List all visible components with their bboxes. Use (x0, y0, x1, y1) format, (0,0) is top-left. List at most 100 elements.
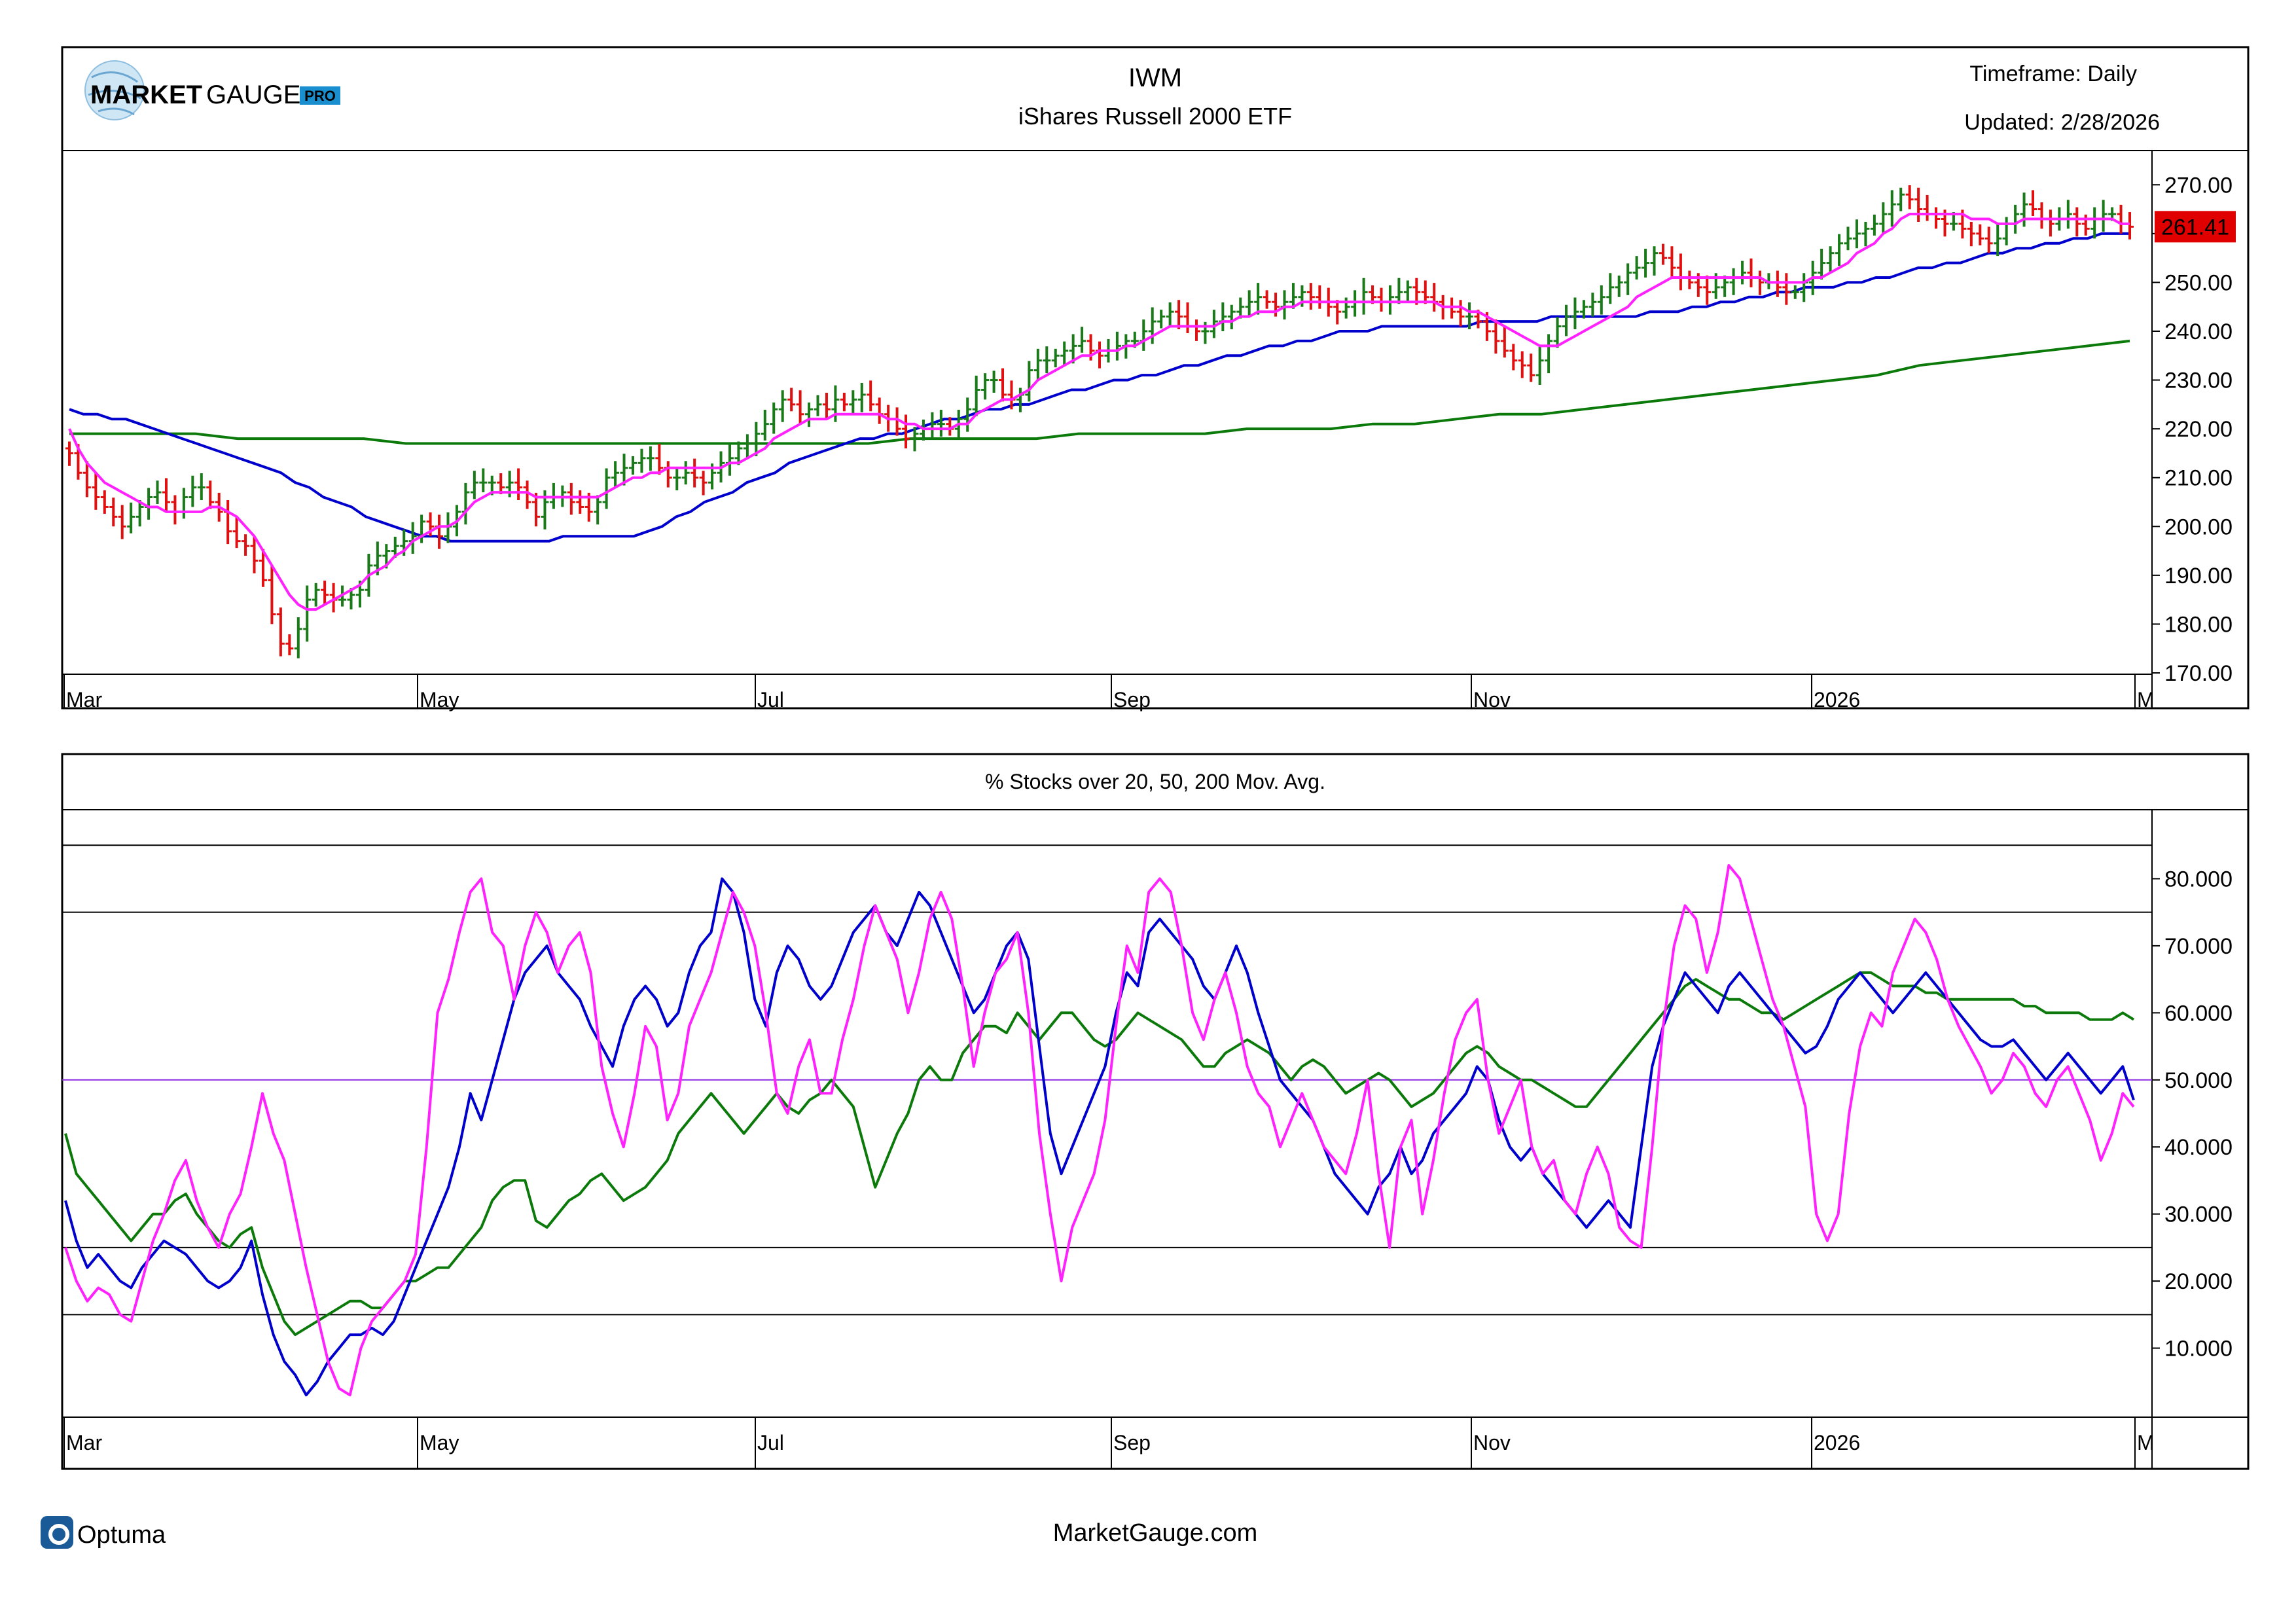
price-y-tick-label: 220.00 (2164, 417, 2233, 442)
price-bar (910, 427, 919, 452)
price-bar (461, 482, 470, 525)
price-bar (857, 383, 866, 412)
price-bar (1060, 341, 1069, 366)
price-bar (1210, 310, 1218, 338)
price-bar (1509, 344, 1518, 370)
price-bar (655, 444, 664, 475)
price-bar (673, 468, 681, 491)
price-x-tick-label: Nov (1473, 688, 1511, 712)
logo-badge (300, 86, 340, 105)
price-bar (82, 461, 91, 497)
pct-over-50ma-line (64, 877, 2135, 1397)
logo-text-bold: MARKET (90, 81, 202, 109)
price-bar (1492, 319, 1500, 354)
price-y-tick-label: 230.00 (2164, 369, 2233, 393)
breadth-y-tick-label: 70.000 (2164, 934, 2233, 959)
price-bar (435, 514, 444, 549)
price-bar (1650, 246, 1659, 276)
price-bar (691, 458, 699, 488)
breadth-y-tick-label: 80.000 (2164, 867, 2233, 892)
price-bar (1668, 246, 1676, 278)
breadth-panel-title: % Stocks over 20, 50, 200 Mov. Avg. (985, 770, 1325, 793)
price-bar (1676, 253, 1685, 291)
price-bar (999, 368, 1007, 402)
price-bar (224, 500, 232, 545)
price-bar (1721, 275, 1729, 297)
price-bar (1033, 348, 1042, 380)
price-bar (1659, 244, 1667, 265)
price-bar (1818, 248, 1826, 280)
price-bar (1263, 290, 1271, 309)
price-bar (2073, 207, 2081, 237)
price-y-tick-label: 200.00 (2164, 514, 2233, 539)
price-bar (1967, 221, 1975, 247)
price-bar (664, 461, 672, 488)
price-bar (2117, 204, 2125, 234)
price-bar (1316, 285, 1324, 309)
price-bar (1914, 187, 1923, 222)
price-bar (1096, 341, 1103, 369)
price-bar (1333, 300, 1342, 325)
price-bar (1703, 275, 1712, 305)
price-bar (312, 583, 320, 607)
price-bar (2064, 200, 2072, 229)
price-bar (937, 410, 945, 437)
breadth-panel-frame (61, 753, 2250, 1470)
price-bar (778, 390, 787, 422)
price-bar (1069, 334, 1077, 364)
price-x-axis: Mar May Jul Sep Nov 2026 M (63, 674, 2155, 712)
price-bar (1280, 290, 1289, 320)
price-bar (1782, 273, 1791, 305)
price-bar (1755, 270, 1764, 295)
optuma-logo: Optuma (41, 1516, 166, 1549)
price-bar (1421, 280, 1429, 304)
price-bar (1016, 388, 1024, 412)
price-bar (743, 434, 751, 458)
price-bar (628, 456, 637, 475)
price-bar (1192, 319, 1200, 341)
price-bar (1377, 287, 1386, 312)
price-bar (2037, 202, 2046, 229)
price-bar (822, 392, 831, 420)
price-bar (831, 385, 840, 422)
price-bar (1535, 346, 1544, 386)
price-y-tick-label: 190.00 (2164, 564, 2233, 588)
price-bar (1043, 346, 1051, 374)
pct-over-200ma-line (64, 971, 2135, 1337)
price-bar (145, 488, 153, 520)
price-bar (1888, 190, 1896, 227)
price-bar (1351, 290, 1359, 317)
price-bar (761, 410, 769, 441)
price-bar (1624, 263, 1632, 295)
price-bar (268, 566, 276, 624)
price-bar (2046, 209, 2054, 237)
price-bar (902, 414, 910, 448)
price-x-tick-label: Mar (66, 688, 102, 712)
price-bar (1254, 283, 1263, 315)
price-bar (408, 522, 417, 554)
price-bar (620, 454, 628, 486)
price-bar (109, 497, 118, 527)
price-bar (259, 549, 267, 587)
price-bar (770, 402, 778, 434)
price-bar (990, 370, 998, 393)
price-bar (1738, 261, 1747, 285)
price-bar (567, 482, 575, 515)
price-bar (479, 468, 488, 493)
price-bar (1632, 256, 1641, 280)
price-bar (1456, 300, 1465, 327)
price-bar (1852, 219, 1861, 249)
price-bar (2002, 217, 2011, 245)
last-price-tag (2155, 211, 2236, 243)
footer-site: MarketGauge.com (1053, 1519, 1258, 1547)
price-bar (1245, 290, 1253, 317)
breadth-x-tick-label: Nov (1473, 1431, 1511, 1454)
price-y-tick-label: 270.00 (2164, 173, 2233, 198)
price-bar (840, 392, 848, 412)
price-bar (2020, 192, 2028, 227)
updated-label: Updated: 2/28/2026 (1964, 110, 2160, 135)
price-y-tick-label: 240.00 (2164, 319, 2233, 344)
price-bar (2126, 212, 2134, 240)
price-bar (1729, 268, 1738, 295)
price-bar (725, 444, 734, 476)
